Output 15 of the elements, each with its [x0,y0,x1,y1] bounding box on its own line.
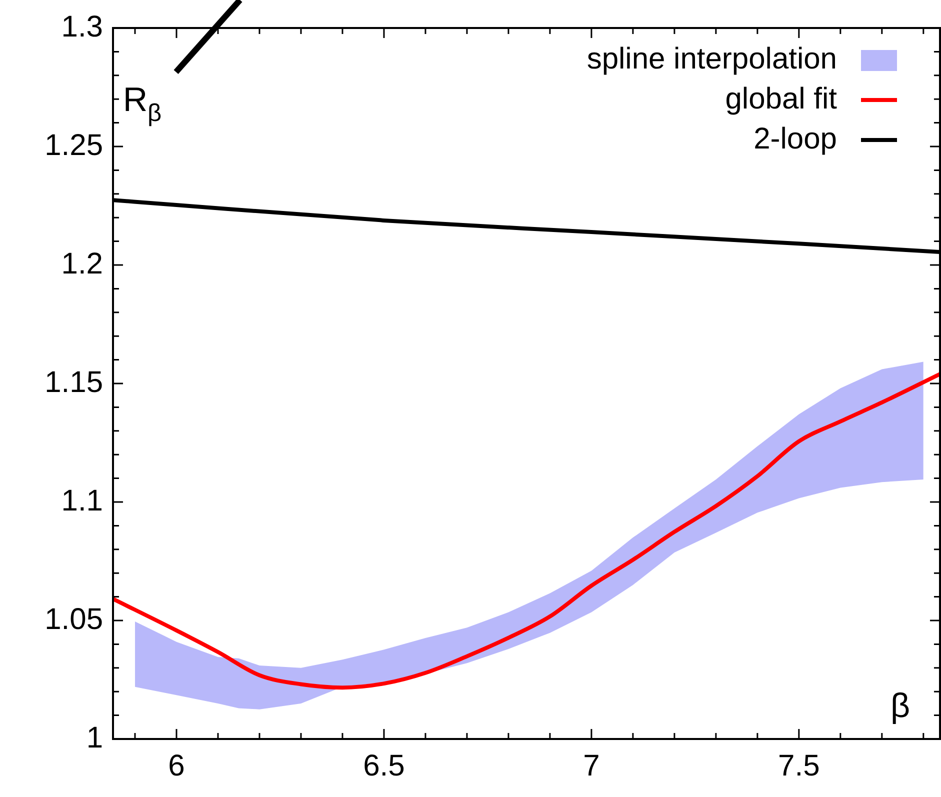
legend-label: global fit [725,82,838,116]
y-tick-label: 1 [86,721,103,754]
y-tick-label: 1.2 [61,247,103,280]
legend-label: spline interpolation [586,42,837,76]
y-tick-label: 1.3 [61,10,103,44]
x-tick-label: 6.5 [363,749,405,782]
y-tick-label: 1.25 [44,128,103,162]
y-tick-label: 1.15 [44,366,103,399]
y-tick-label: 1.1 [61,484,103,518]
x-tick-label: 7.5 [778,749,820,782]
x-tick-label: 7 [583,749,600,782]
y-tick-label: 1.05 [44,602,103,636]
x-tick-label: 6 [168,749,185,782]
x-axis-title: β [890,687,910,725]
legend-label: 2-loop [754,122,837,156]
